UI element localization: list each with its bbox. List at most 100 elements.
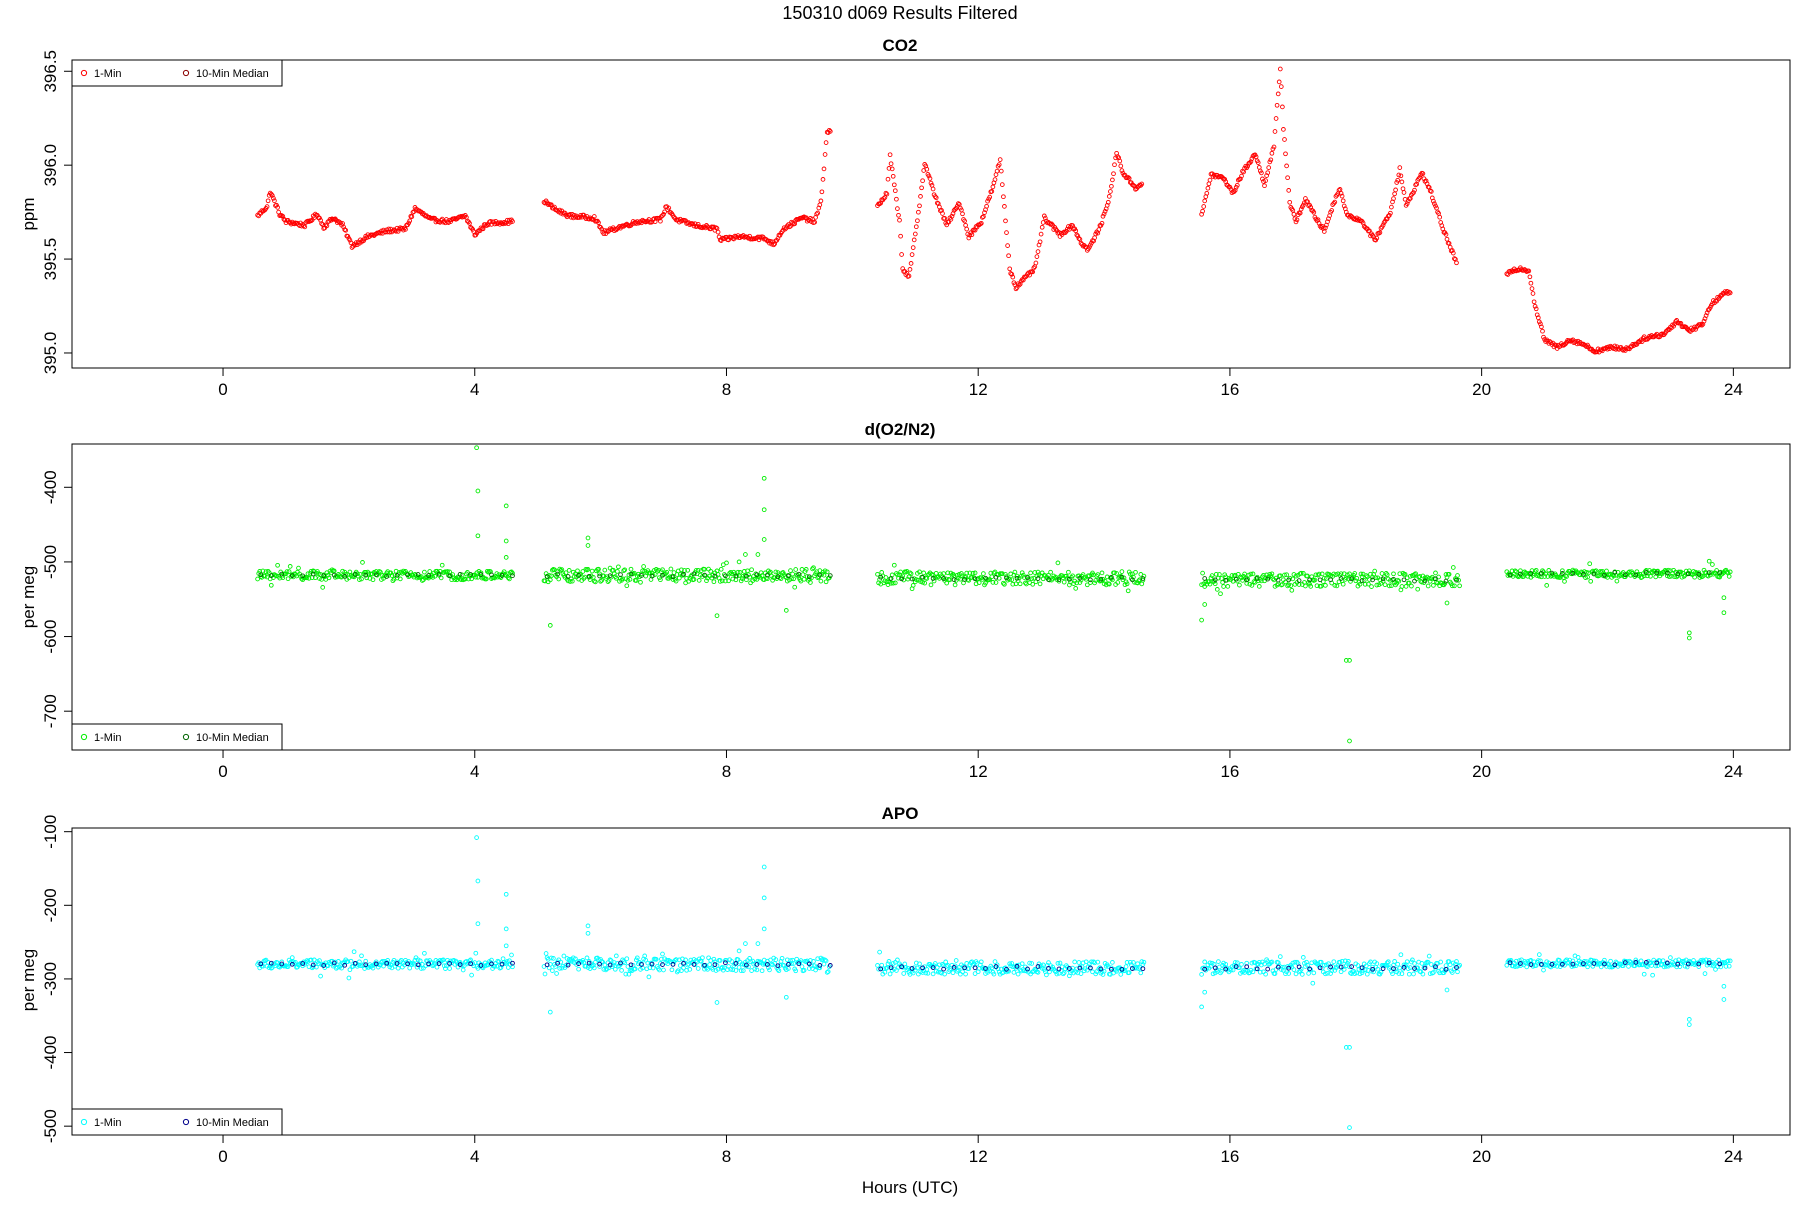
o2n2-median-point	[447, 573, 452, 579]
co2-one-min-point	[1323, 225, 1328, 231]
o2n2-one-min-point	[1536, 573, 1542, 579]
co2-one-min-point	[1431, 198, 1436, 204]
o2n2-one-min-point	[580, 569, 586, 574]
apo-median-point	[499, 961, 505, 967]
o2n2-one-min-point	[1073, 586, 1079, 591]
apo-median-point	[930, 965, 936, 970]
o2n2-one-min-point	[824, 569, 830, 575]
o2n2-median-point	[1539, 570, 1544, 576]
o2n2-median-point	[888, 576, 894, 581]
o2n2-x-tick-label: 4	[470, 762, 479, 781]
o2n2-one-min-point	[1032, 570, 1038, 575]
apo-one-min-point	[754, 967, 760, 973]
co2-one-min-point	[932, 194, 938, 199]
apo-one-min-point	[677, 963, 683, 968]
o2n2-one-min-point	[1106, 581, 1112, 587]
apo-one-min-point	[917, 961, 922, 967]
co2-one-min-point	[1388, 210, 1393, 216]
apo-one-min-point	[289, 955, 295, 960]
apo-one-min-point	[496, 959, 502, 965]
apo-one-min-point	[695, 966, 701, 971]
o2n2-one-min-point	[1117, 574, 1123, 580]
figure-title: 150310 d069 Results Filtered	[782, 3, 1017, 23]
o2n2-one-min-point	[1681, 573, 1687, 579]
apo-median-point	[1591, 961, 1597, 966]
apo-one-min-point	[707, 962, 713, 967]
o2n2-one-min-point	[616, 564, 621, 570]
apo-median-point	[1265, 966, 1271, 972]
co2-one-min-point	[821, 166, 827, 172]
co2-one-min-point	[661, 212, 666, 217]
co2-one-min-point	[1033, 260, 1039, 266]
apo-one-min-point	[1096, 966, 1102, 972]
o2n2-median-point	[775, 574, 781, 580]
apo-one-min-point	[1338, 969, 1344, 975]
apo-median-point	[951, 965, 957, 970]
apo-median-point	[426, 961, 431, 967]
apo-median-point	[1077, 965, 1083, 971]
apo-median-point	[1004, 966, 1009, 972]
apo-one-min-point	[1017, 967, 1023, 973]
apo-one-min-outlier	[503, 891, 509, 897]
apo-median-point	[1014, 964, 1020, 969]
apo-one-min-point	[1570, 958, 1576, 964]
o2n2-median-point	[1286, 577, 1292, 583]
o2n2-one-min-point	[1373, 575, 1379, 581]
o2n2-one-min-point	[737, 569, 743, 575]
o2n2-one-min-point	[1714, 568, 1719, 573]
apo-x-tick-label: 0	[218, 1147, 227, 1166]
apo-one-min-point	[895, 957, 900, 963]
apo-one-min-point	[1431, 970, 1436, 975]
co2-one-min-point	[1329, 208, 1335, 213]
o2n2-median-point	[1675, 571, 1681, 577]
apo-legend-one-min-label: 1-Min	[94, 1117, 122, 1129]
apo-median-point	[765, 962, 770, 967]
o2n2-one-min-point	[695, 567, 701, 573]
o2n2-one-min-point	[1256, 584, 1262, 589]
apo-one-min-point	[1075, 970, 1081, 976]
apo-one-min-point	[1011, 970, 1017, 975]
apo-one-min-point	[1378, 969, 1384, 975]
o2n2-one-min-point	[1533, 567, 1539, 573]
co2-one-min-point	[1647, 333, 1652, 339]
o2n2-one-min-point	[727, 570, 732, 576]
o2n2-one-min-point	[743, 572, 748, 578]
co2-one-min-point	[1298, 206, 1304, 212]
o2n2-one-min-point	[949, 572, 955, 578]
apo-one-min-point	[1554, 963, 1560, 969]
co2-one-min-point	[882, 195, 888, 200]
co2-one-min-point	[1264, 173, 1269, 178]
apo-one-min-point	[1608, 958, 1613, 964]
co2-one-min-point	[1118, 163, 1124, 169]
o2n2-one-min-point	[679, 567, 684, 573]
apo-median-points	[258, 960, 1723, 972]
apo-one-min-point	[1645, 964, 1650, 970]
apo-one-min-point	[1412, 961, 1417, 966]
o2n2-median-point	[1591, 571, 1597, 577]
apo-panel-title: APO	[882, 804, 919, 823]
o2n2-one-min-point	[1366, 581, 1371, 587]
o2n2-one-min-point	[1061, 579, 1067, 585]
apo-one-min-point	[685, 962, 691, 968]
apo-one-min-point	[894, 968, 899, 973]
apo-one-min-point	[1384, 960, 1390, 966]
o2n2-one-min-point	[723, 578, 728, 584]
apo-median-point	[786, 961, 791, 967]
apo-one-min-point	[1230, 967, 1236, 973]
apo-one-min-point	[1250, 969, 1256, 975]
co2-one-min-point	[910, 245, 916, 250]
apo-median-point	[1422, 965, 1428, 971]
o2n2-one-min-point	[268, 582, 274, 588]
co2-one-min-point	[1038, 231, 1044, 237]
o2n2-median-point	[1518, 571, 1523, 577]
apo-one-min-point	[1371, 969, 1376, 975]
co2-one-min-point	[1701, 318, 1707, 324]
apo-one-min-point	[1341, 967, 1347, 972]
apo-median-point	[478, 963, 484, 968]
o2n2-one-min-point	[976, 580, 982, 585]
apo-median-point	[817, 963, 823, 968]
o2n2-one-min-point	[773, 569, 779, 575]
o2n2-one-min-point	[1114, 571, 1119, 576]
apo-one-min-point	[953, 958, 959, 963]
co2-one-min-point	[1207, 177, 1213, 183]
